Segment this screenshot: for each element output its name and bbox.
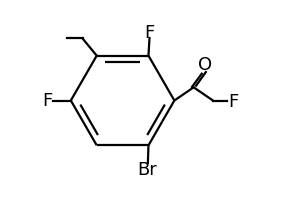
Text: F: F xyxy=(42,92,52,110)
Text: F: F xyxy=(144,24,154,42)
Text: F: F xyxy=(228,92,238,110)
Text: Br: Br xyxy=(137,160,157,178)
Text: O: O xyxy=(197,55,212,73)
